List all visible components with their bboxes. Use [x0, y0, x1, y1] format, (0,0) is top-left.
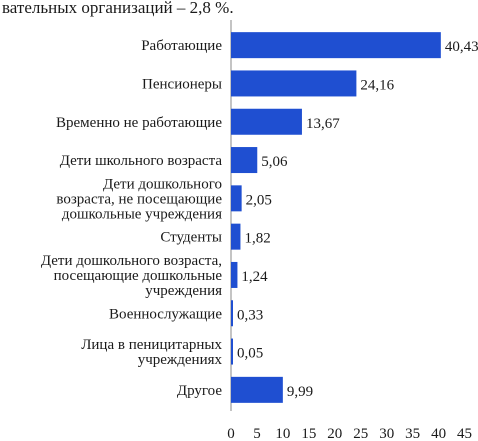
data-label: 0,05	[237, 346, 263, 362]
bar	[231, 185, 242, 212]
data-label: 1,24	[241, 269, 268, 285]
category-label: Дети школьного возраста	[60, 153, 223, 169]
category-label-line: Военнослужащие	[109, 306, 222, 322]
category-label-line: учреждения	[145, 283, 222, 299]
x-tick-label: 15	[301, 426, 316, 441]
bar	[231, 70, 357, 97]
data-label: 24,16	[360, 77, 394, 93]
bar	[231, 32, 441, 59]
category-label-line: Пенсионеры	[142, 76, 222, 92]
category-label-line: Дети дошкольного возраста,	[41, 253, 222, 269]
category-label-line: Студенты	[160, 230, 222, 246]
category-label: Студенты	[160, 230, 222, 246]
category-label: Дети дошкольного возраста, не посещающие д…	[56, 176, 222, 222]
category-label-line: Работающие	[141, 38, 222, 54]
x-tick-label: 25	[353, 426, 368, 441]
category-label-line: учреждениях	[138, 352, 223, 368]
x-tick-label: 0	[227, 426, 235, 441]
category-label: Работающие	[141, 38, 222, 54]
x-tick-label: 30	[379, 426, 394, 441]
category-label: Дети дошкольного возраста, посещающие дош…	[41, 253, 223, 299]
category-label-line: Временно не работающие	[56, 115, 222, 131]
x-tick-label: 10	[275, 426, 290, 441]
x-tick-label: 45	[457, 426, 472, 441]
category-label-line: возраста, не посещающие	[56, 191, 222, 207]
bar	[231, 376, 283, 403]
category-label-line: Дети дошкольного	[103, 176, 222, 192]
x-tick-label: 5	[253, 426, 261, 441]
header-text: вательных организаций – 2,8 %.	[2, 0, 234, 17]
data-label: 13,67	[306, 116, 340, 132]
bar	[231, 223, 241, 250]
category-label: Военнослужащие	[109, 306, 222, 322]
x-tick-label: 20	[327, 426, 342, 441]
bar	[231, 261, 238, 288]
category-label-line: дошкольные учреждения	[62, 206, 222, 222]
x-tick-label: 35	[405, 426, 420, 441]
category-label-line: Другое	[177, 383, 222, 399]
x-tick-label: 40	[431, 426, 446, 441]
bar	[231, 300, 233, 327]
category-label: Пенсионеры	[142, 76, 222, 92]
category-label-line: Лица в пеницитарных	[81, 337, 222, 353]
data-label: 9,99	[287, 384, 313, 400]
bar	[231, 147, 258, 174]
data-label: 0,33	[237, 307, 263, 323]
category-label: Временно не работающие	[56, 115, 222, 131]
bar	[231, 108, 302, 135]
data-label: 2,05	[246, 192, 272, 208]
category-label-line: посещающие дошкольные	[54, 268, 223, 284]
category-label: Лица в пеницитарных учреждениях	[81, 337, 222, 368]
category-label-line: Дети школьного возраста	[60, 153, 223, 169]
data-label: 5,06	[261, 154, 288, 170]
category-label: Другое	[177, 383, 222, 399]
data-label: 40,43	[445, 39, 478, 55]
bar	[231, 338, 233, 365]
data-label: 1,82	[244, 231, 270, 247]
